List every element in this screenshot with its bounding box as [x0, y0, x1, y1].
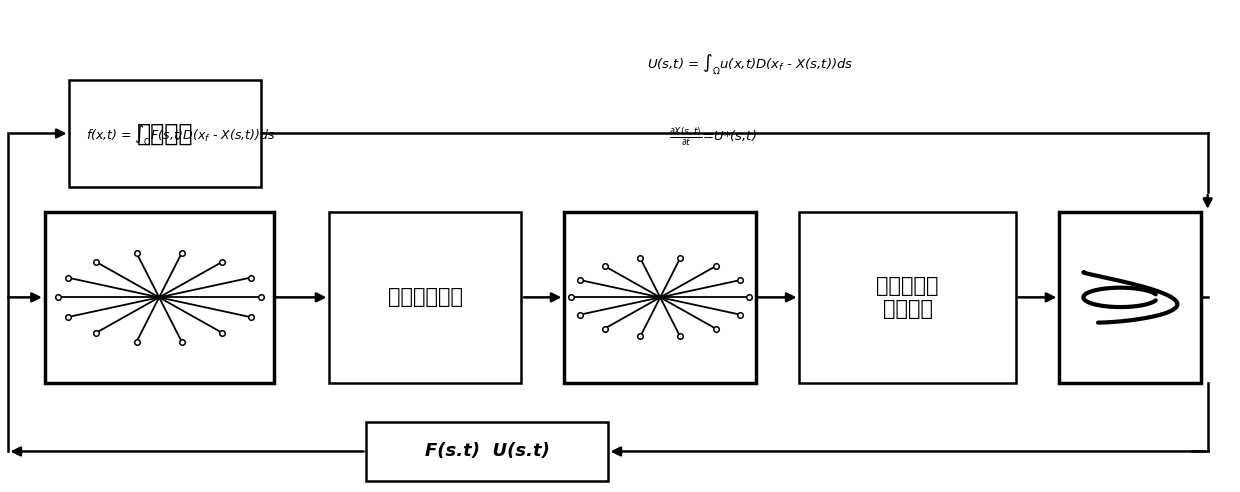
- Text: 蛇形机器人
坐标更新: 蛇形机器人 坐标更新: [877, 276, 939, 319]
- Text: 流体坐标更新: 流体坐标更新: [388, 287, 463, 308]
- Bar: [564, 212, 756, 383]
- Bar: [330, 212, 521, 383]
- Bar: [45, 212, 274, 383]
- Bar: [1059, 212, 1202, 383]
- Text: f(x,t) = $\int_{\Omega}$F(s,t)D(x$_f$ - X(s,t))ds: f(x,t) = $\int_{\Omega}$F(s,t)D(x$_f$ - …: [86, 123, 275, 148]
- Text: $\frac{\partial X(s,t)}{\partial t}$=U*(s,t): $\frac{\partial X(s,t)}{\partial t}$=U*(…: [668, 126, 756, 148]
- Bar: [800, 212, 1016, 383]
- Bar: [366, 422, 608, 481]
- Text: U(s,t) = $\int_{\Omega}$u(x,t)D(x$_f$ - X(s,t))ds: U(s,t) = $\int_{\Omega}$u(x,t)D(x$_f$ - …: [646, 53, 853, 77]
- Bar: [69, 80, 262, 187]
- Text: 障碍影响: 障碍影响: [138, 122, 193, 146]
- Text: F(s.t)  U(s.t): F(s.t) U(s.t): [424, 442, 549, 461]
